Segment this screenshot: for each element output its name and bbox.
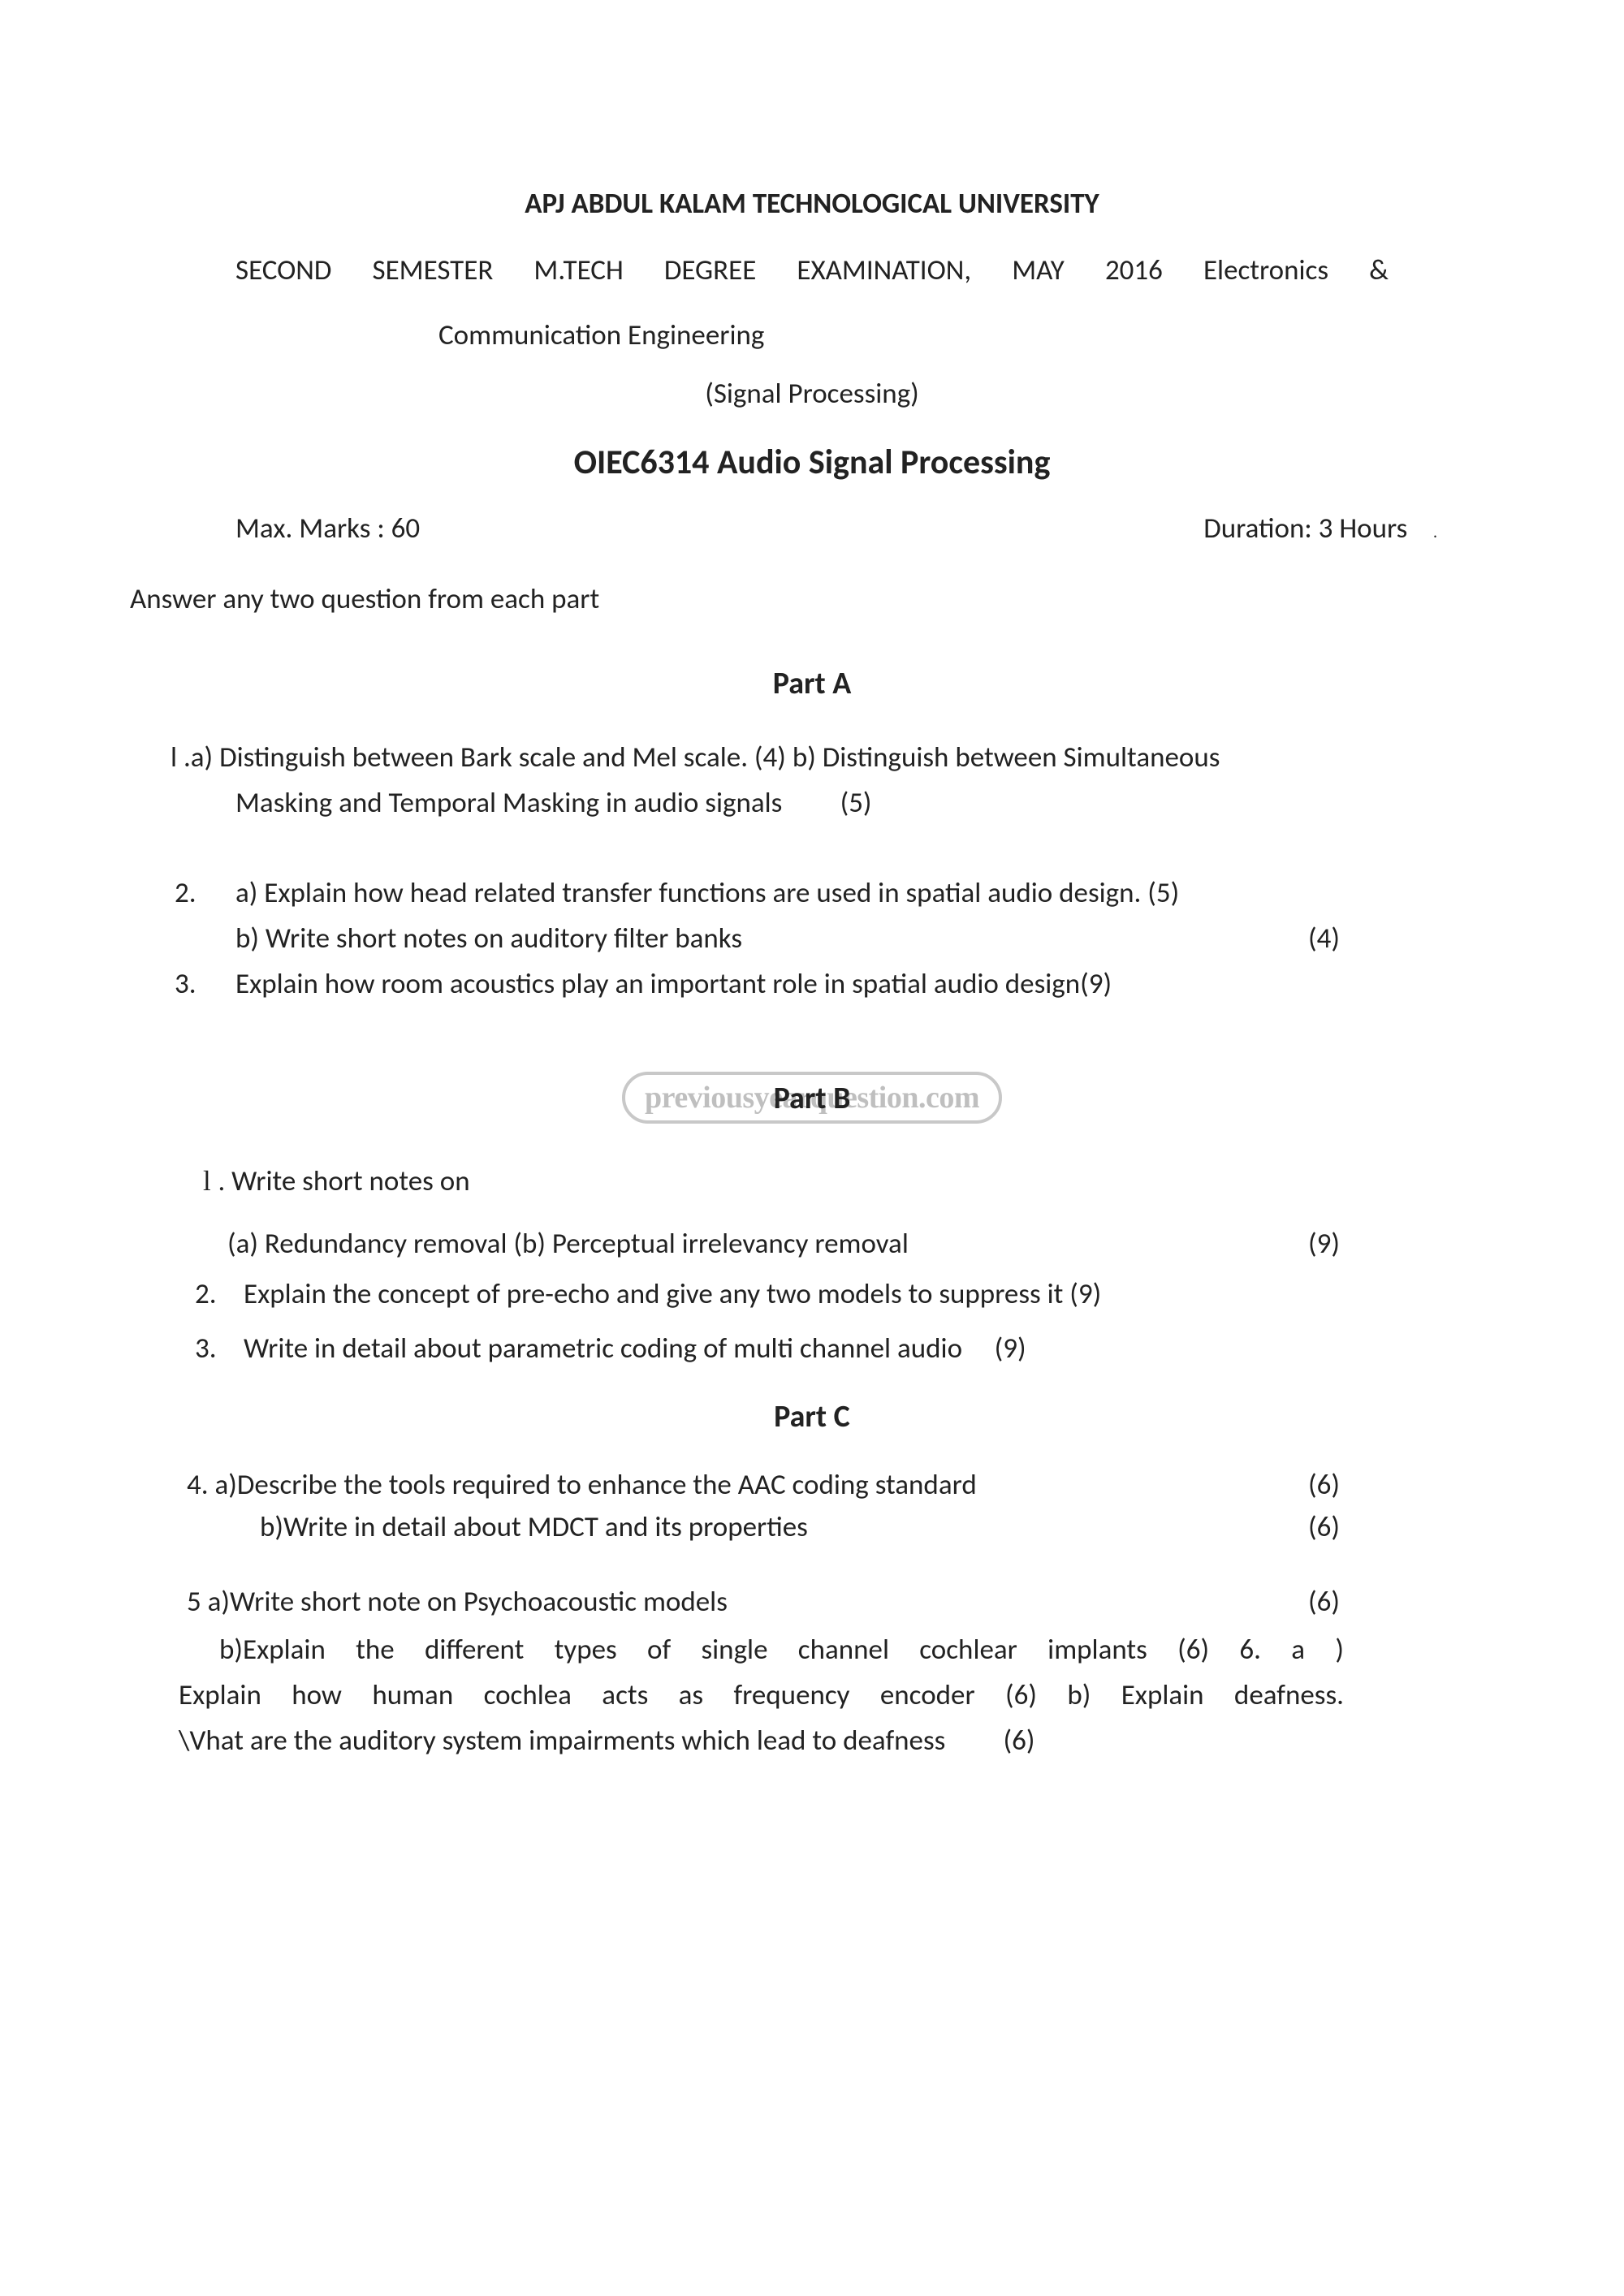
- part-a-heading: Part A: [130, 665, 1494, 702]
- qb1-number: l .: [203, 1165, 225, 1197]
- part-c-q5: 5 a)Write short note on Psychoacoustic m…: [187, 1585, 1494, 1619]
- part-a-q1: l .a) Distinguish between Bark scale and…: [203, 735, 1494, 826]
- exam-paper-page: APJ ABDUL KALAM TECHNOLOGICAL UNIVERSITY…: [0, 0, 1624, 1763]
- part-b-q1-sub: (a) Redundancy removal (b) Perceptual ir…: [227, 1227, 1494, 1261]
- q4-b-row: b)Write in detail about MDCT and its pro…: [187, 1510, 1494, 1544]
- qb1-marks: (9): [1308, 1227, 1340, 1261]
- marks-duration-row: Max. Marks : 60 Duration: 3 Hours .: [235, 511, 1437, 546]
- duration: Duration: 3 Hours .: [1203, 511, 1437, 546]
- q4-b-marks: (6): [1308, 1510, 1340, 1544]
- q4-b-text: b)Write in detail about MDCT and its pro…: [260, 1510, 808, 1544]
- part-a-q2: 2. a) Explain how head related transfer …: [175, 870, 1494, 961]
- q2-a-text: a) Explain how head related transfer fun…: [235, 876, 1179, 910]
- department-name: Communication Engineering: [438, 318, 1494, 352]
- exam-header-line: SECOND SEMESTER M.TECH DEGREE EXAMINATIO…: [235, 253, 1389, 287]
- q5-para-l3: \Vhat are the auditory system impairment…: [179, 1718, 1344, 1763]
- q5-a-row: 5 a)Write short note on Psychoacoustic m…: [187, 1585, 1494, 1619]
- qb1-sub-text: (a) Redundancy removal (b) Perceptual ir…: [227, 1227, 909, 1261]
- part-b-q2: 2. Explain the concept of pre-echo and g…: [195, 1277, 1494, 1311]
- q5-para-l2: Explain how human cochlea acts as freque…: [179, 1672, 1344, 1718]
- qb3-number: 3.: [195, 1331, 244, 1366]
- q3-number: 3.: [175, 961, 235, 1007]
- qb2-number: 2.: [195, 1277, 244, 1311]
- q5-a-text: 5 a)Write short note on Psychoacoustic m…: [187, 1585, 728, 1619]
- q1-line1: l .a) Distinguish between Bark scale and…: [171, 740, 1220, 775]
- stream-name: (Signal Processing): [130, 377, 1494, 411]
- q5-para-l1: b)Explain the different types of single …: [219, 1627, 1344, 1672]
- part-c-q4: 4. a)Describe the tools required to enha…: [187, 1468, 1494, 1544]
- q4-a-row: 4. a)Describe the tools required to enha…: [187, 1468, 1494, 1502]
- q5-a-marks: (6): [1308, 1585, 1340, 1619]
- part-b-heading: Part B: [130, 1080, 1494, 1117]
- q4-a-text: 4. a)Describe the tools required to enha…: [187, 1468, 977, 1502]
- max-marks: Max. Marks : 60: [235, 511, 420, 546]
- part-c-heading: Part C: [130, 1398, 1494, 1435]
- instruction-text: Answer any two question from each part: [130, 582, 1494, 616]
- course-title: OIEC6314 Audio Signal Processing: [130, 442, 1494, 483]
- qb3-text: Write in detail about parametric coding …: [244, 1331, 1026, 1366]
- q2-b-row: b) Write short notes on auditory filter …: [235, 916, 1494, 961]
- qb1-text: Write short notes on: [225, 1164, 469, 1198]
- university-name: APJ ABDUL KALAM TECHNOLOGICAL UNIVERSITY: [130, 187, 1494, 221]
- part-c-remaining: b)Explain the different types of single …: [179, 1627, 1344, 1763]
- q2-b-text: b) Write short notes on auditory filter …: [235, 916, 742, 961]
- q1-line2: Masking and Temporal Masking in audio si…: [235, 780, 1494, 826]
- qb2-text: Explain the concept of pre-echo and give…: [244, 1277, 1101, 1311]
- q2-b-marks: (4): [1308, 916, 1494, 961]
- part-b-q3: 3. Write in detail about parametric codi…: [195, 1331, 1494, 1366]
- q4-a-marks: (6): [1308, 1468, 1340, 1502]
- q3-text: Explain how room acoustics play an impor…: [235, 961, 1112, 1007]
- q2-number: 2.: [175, 870, 235, 961]
- part-a-q3: 3. Explain how room acoustics play an im…: [175, 961, 1494, 1007]
- part-b-q1: l . Write short notes on: [203, 1164, 1494, 1198]
- watermark-container: previousyearquestion.com Part B: [130, 1072, 1494, 1124]
